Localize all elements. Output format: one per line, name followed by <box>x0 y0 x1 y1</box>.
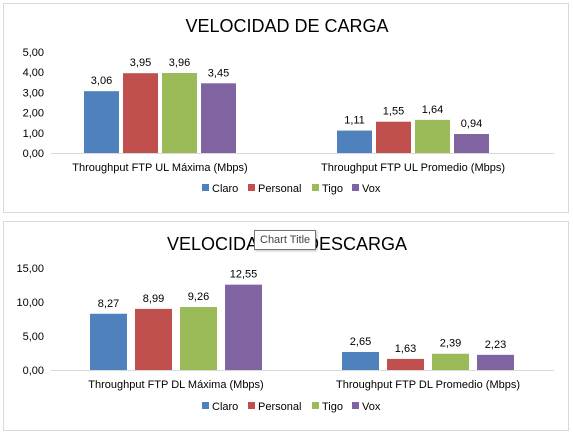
data-label: 3,95 <box>130 57 151 69</box>
y-tick-label: 10,00 <box>16 297 44 309</box>
data-label: 1,63 <box>395 343 416 355</box>
data-label: 1,64 <box>422 104 443 116</box>
bar-tigo <box>415 119 450 153</box>
data-label: 1,55 <box>383 106 404 118</box>
bar-claro <box>90 313 127 370</box>
category-label: Throughput FTP DL Promedio (Mbps) <box>336 379 520 391</box>
data-label: 8,99 <box>143 293 164 305</box>
bar-vox <box>477 354 514 370</box>
bar-vox <box>201 83 236 153</box>
category-label: Throughput FTP UL Máxima (Mbps) <box>72 162 247 174</box>
data-label: 2,65 <box>350 336 371 348</box>
bar-personal <box>376 121 411 153</box>
chart-title-tooltip: Chart Title <box>254 230 317 250</box>
y-tick-label: 1,00 <box>23 128 44 140</box>
legend-label-claro: Claro <box>212 183 238 195</box>
legend-swatch-tigo <box>312 184 319 191</box>
legend-swatch-personal <box>248 402 255 409</box>
bar-claro <box>342 351 379 370</box>
category-label: Throughput FTP DL Máxima (Mbps) <box>88 379 263 391</box>
y-tick-label: 3,00 <box>23 87 44 99</box>
y-tick-label: 0,00 <box>23 365 44 377</box>
bar-vox <box>454 134 489 153</box>
legend-swatch-vox <box>352 402 359 409</box>
legend-label-personal: Personal <box>258 401 301 413</box>
data-label: 2,23 <box>485 339 506 351</box>
legend-label-tigo: Tigo <box>322 401 343 413</box>
y-tick-label: 5,00 <box>23 331 44 343</box>
legend-label-vox: Vox <box>362 401 381 413</box>
data-label: 0,94 <box>461 118 482 130</box>
y-tick-label: 5,00 <box>23 47 44 59</box>
legend-label-tigo: Tigo <box>322 183 343 195</box>
bar-tigo <box>432 353 469 370</box>
data-label: 3,45 <box>208 67 229 79</box>
legend-swatch-tigo <box>312 402 319 409</box>
legend-label-claro: Claro <box>212 401 238 413</box>
legend-label-personal: Personal <box>258 183 301 195</box>
download-speed-chart[interactable]: VELOCIDAD DE DESCARGA0,005,0010,0015,008… <box>3 221 569 431</box>
chart-title: VELOCIDAD DE CARGA <box>185 16 388 36</box>
upload-speed-chart-svg: VELOCIDAD DE CARGA 0,00 1,00 2,00 3,00 4,00 5,… <box>23 16 554 195</box>
bar-personal <box>135 308 172 370</box>
bar-claro <box>84 91 119 153</box>
y-tick-label: 0,00 <box>23 148 44 160</box>
y-tick-label: 4,00 <box>23 67 44 79</box>
bar-personal <box>123 73 158 153</box>
bar-tigo <box>180 307 217 370</box>
legend-swatch-personal <box>248 184 255 191</box>
data-label: 1,11 <box>344 115 365 127</box>
legend-swatch-claro <box>202 402 209 409</box>
bar-personal <box>387 358 424 370</box>
y-tick-label: 15,00 <box>16 263 44 275</box>
download-speed-chart-svg: VELOCIDAD DE DESCARGA0,005,0010,0015,008… <box>16 234 554 413</box>
legend-swatch-claro <box>202 184 209 191</box>
data-label: 2,39 <box>440 338 461 350</box>
bar-claro <box>337 130 372 153</box>
data-label: 3,06 <box>91 75 112 87</box>
category-label: Throughput FTP UL Promedio (Mbps) <box>321 162 505 174</box>
legend-swatch-vox <box>352 184 359 191</box>
data-label: 8,27 <box>98 298 119 310</box>
data-label: 9,26 <box>188 291 209 303</box>
data-label: 3,96 <box>169 57 190 69</box>
legend-label-vox: Vox <box>362 183 381 195</box>
y-tick-label: 2,00 <box>23 108 44 120</box>
bar-vox <box>225 284 262 370</box>
data-label: 12,55 <box>230 269 258 281</box>
bar-tigo <box>162 73 197 153</box>
upload-speed-chart[interactable]: VELOCIDAD DE CARGA 0,00 1,00 2,00 3,00 4,00 5,… <box>3 3 569 213</box>
